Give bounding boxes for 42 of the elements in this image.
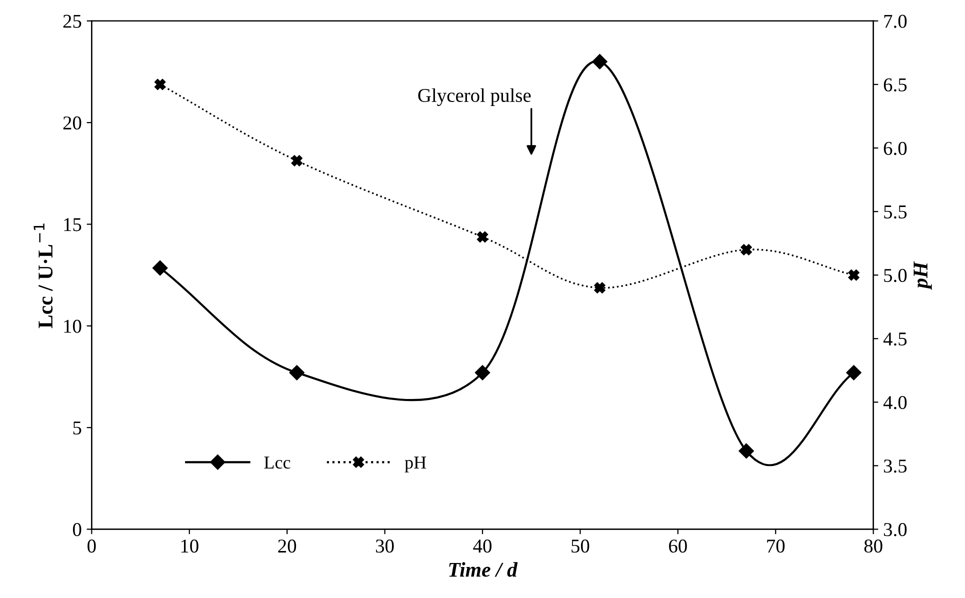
point (740, 244, 752, 256)
y-tick-label: 10 (64, 320, 82, 333)
y-tick-label: 25 (63, 14, 82, 28)
x-tick-label: 50 (572, 540, 590, 553)
y-tick-label: 5 (73, 422, 82, 435)
annotation: Glycerol pulse (418, 88, 531, 106)
y2-tick-label: 5.0 (884, 268, 907, 282)
x-tick-label: 10 (181, 540, 198, 553)
x-tick-label: 30 (376, 540, 394, 553)
y-tick-label: 15 (64, 218, 82, 232)
point (738, 443, 754, 459)
x-tick-label: 0 (88, 540, 96, 553)
y2-tick-label: 5.5 (884, 206, 907, 219)
point (291, 155, 302, 166)
y2-tick-label: 6.0 (884, 142, 907, 156)
y-axis-title: Lcc / U·L$^{−1}$ (34, 224, 53, 328)
x-tick-label: 40 (473, 540, 492, 553)
point (592, 54, 608, 70)
y2-tick-label: 7.0 (884, 14, 907, 28)
point (594, 282, 606, 294)
point (848, 270, 860, 281)
x-tick-label: 70 (767, 540, 785, 553)
y2-tick-label: 4.0 (883, 396, 907, 410)
point (152, 260, 168, 276)
x-tick-label: 20 (278, 540, 296, 553)
point (289, 365, 304, 380)
x-axis-title: Time / d (449, 562, 518, 577)
x-tick-label: 80 (864, 540, 882, 553)
point (474, 365, 490, 380)
point (846, 365, 862, 380)
y2-tick-label: 3.0 (884, 523, 907, 536)
legend-label: Lcc (264, 456, 290, 469)
y2-tick-label: 6.5 (884, 78, 907, 92)
point (154, 78, 166, 90)
legend-label: pH (404, 456, 426, 472)
y2-tick-label: 4.5 (883, 332, 907, 346)
y-tick-label: 20 (63, 116, 82, 130)
point (476, 231, 488, 243)
x-tick-label: 60 (669, 540, 687, 553)
y2-tick-label: 3.5 (884, 460, 907, 473)
y2-axis-title: pH (914, 261, 932, 290)
y-tick-label: 0 (72, 523, 82, 536)
